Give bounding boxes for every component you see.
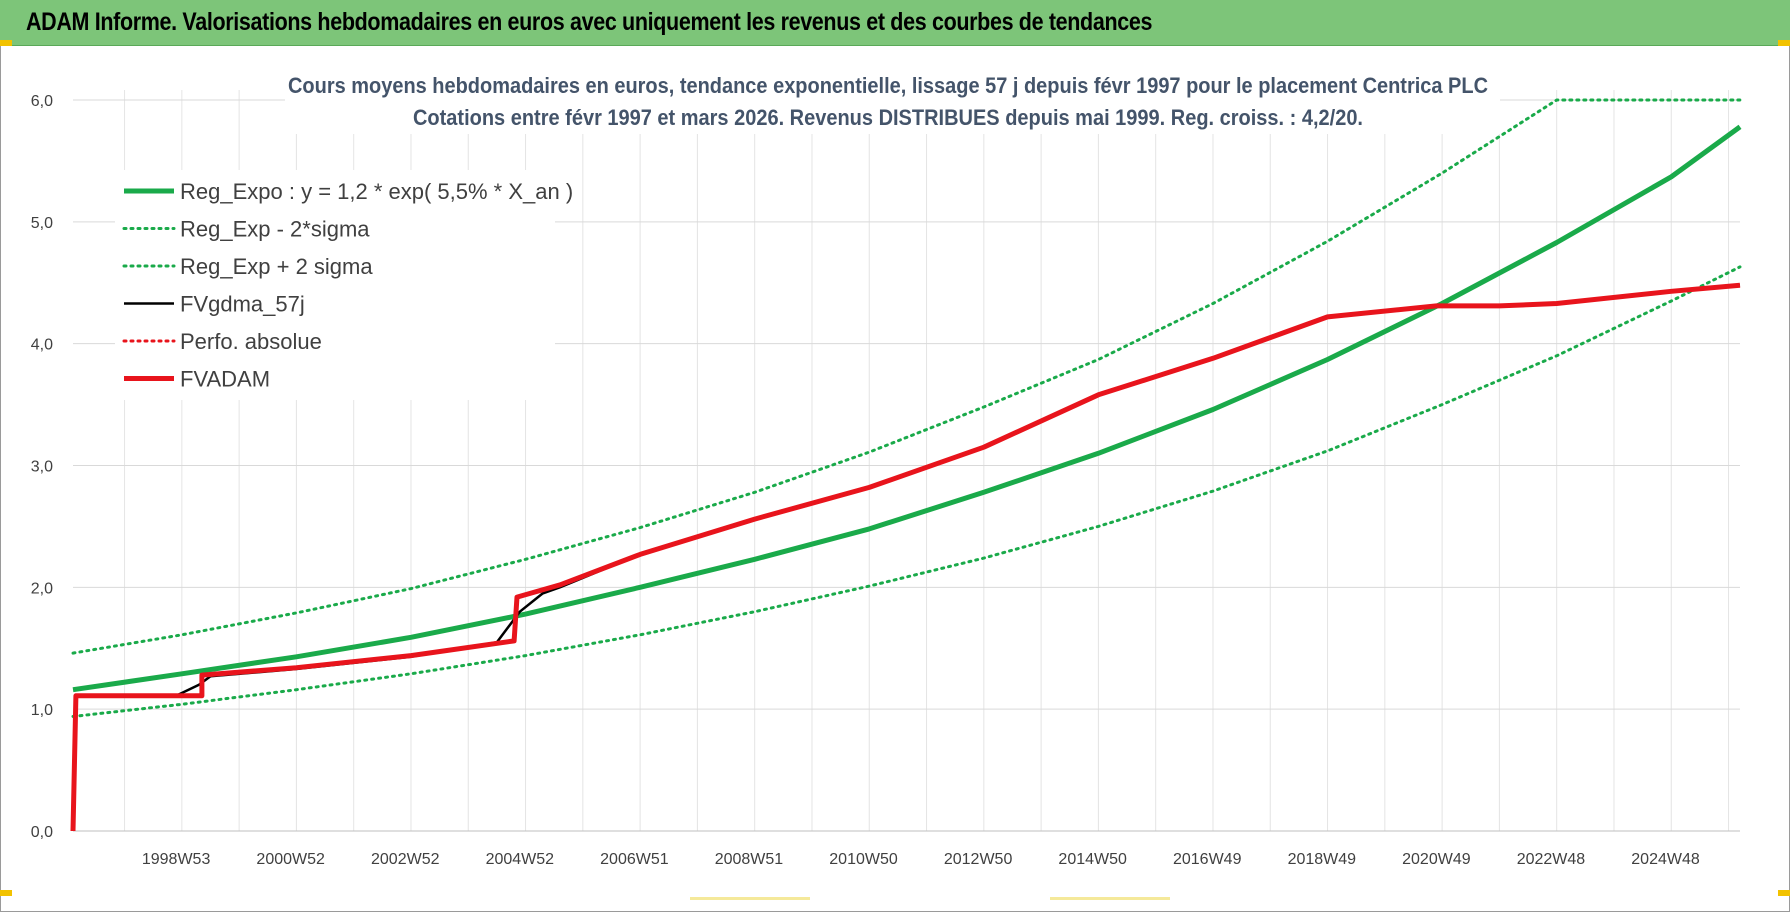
x-tick-label: 2000W52 xyxy=(256,851,325,868)
y-tick-label: 6,0 xyxy=(31,93,53,110)
series-layer xyxy=(70,98,1742,832)
series-line-1 xyxy=(71,265,1742,718)
y-tick-label: 5,0 xyxy=(31,215,53,232)
legend-label-4: Perfo. absolue xyxy=(180,329,322,354)
chart-title-line-2: Cotations entre févr 1997 et mars 2026. … xyxy=(413,105,1363,130)
x-tick-label: 2006W51 xyxy=(600,851,669,868)
x-tick-label: 2008W51 xyxy=(715,851,784,868)
y-tick-label: 1,0 xyxy=(31,702,53,719)
legend-background xyxy=(115,170,555,400)
y-tick-label: 4,0 xyxy=(31,337,53,354)
legend: Reg_Expo : y = 1,2 * exp( 5,5% * X_an ) R… xyxy=(115,170,573,400)
legend-label-3: FVgdma_57j xyxy=(180,292,305,317)
x-tick-label: 2004W52 xyxy=(486,851,555,868)
legend-label-5: FVADAM xyxy=(180,367,270,392)
x-tick-label: 1998W53 xyxy=(142,851,211,868)
chart-title: Cours moyens hebdomadaires en euros, ten… xyxy=(285,70,1500,134)
x-tick-label: 2012W50 xyxy=(944,851,1013,868)
x-tick-label: 2002W52 xyxy=(371,851,440,868)
report-banner: ADAM Informe. Valorisations hebdomadaire… xyxy=(0,0,1790,46)
corner-marker-top-right xyxy=(1778,40,1790,46)
x-tick-label: 2020W49 xyxy=(1402,851,1471,868)
legend-label-2: Reg_Exp + 2 sigma xyxy=(180,254,373,279)
y-axis-ticks: 0,0 1,0 2,0 3,0 4,0 5,0 6,0 xyxy=(31,93,53,841)
x-axis-ticks: 1998W53 2000W52 2002W52 2004W52 2006W51 2008W… xyxy=(142,851,1700,868)
corner-marker-top-left xyxy=(0,40,12,46)
y-tick-label: 3,0 xyxy=(31,459,53,476)
bottom-accent-right xyxy=(1050,897,1170,900)
series-line-5 xyxy=(70,282,1741,832)
bottom-accent-left xyxy=(690,897,810,900)
series-line-2 xyxy=(71,98,1742,655)
corner-marker-bottom-left xyxy=(0,890,12,896)
y-tick-label: 2,0 xyxy=(31,580,53,597)
chart-title-line-1: Cours moyens hebdomadaires en euros, ten… xyxy=(288,73,1488,98)
x-tick-label: 2014W50 xyxy=(1058,851,1127,868)
legend-label-0: Reg_Expo : y = 1,2 * exp( 5,5% * X_an ) xyxy=(180,179,573,204)
legend-label-1: Reg_Exp - 2*sigma xyxy=(180,217,370,242)
x-tick-label: 2018W49 xyxy=(1288,851,1357,868)
x-tick-label: 2024W48 xyxy=(1631,851,1700,868)
chart-title-background xyxy=(285,70,1500,134)
report-title: ADAM Informe. Valorisations hebdomadaire… xyxy=(26,8,1153,36)
y-tick-label: 0,0 xyxy=(31,824,53,841)
x-tick-label: 2010W50 xyxy=(829,851,898,868)
x-tick-label: 2016W49 xyxy=(1173,851,1242,868)
series-line-0 xyxy=(72,124,1742,693)
x-tick-label: 2022W48 xyxy=(1517,851,1586,868)
corner-marker-bottom-right xyxy=(1778,890,1790,896)
